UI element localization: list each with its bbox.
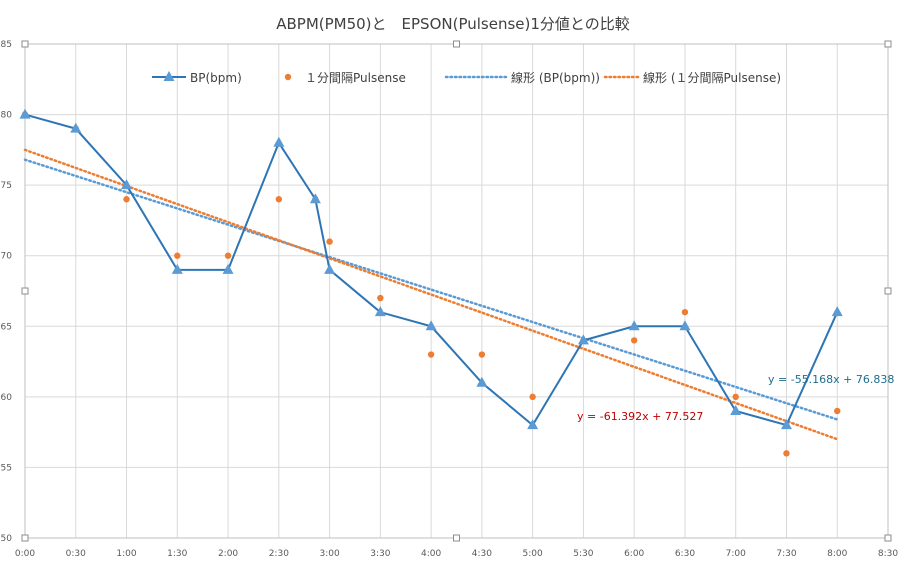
bp-point bbox=[679, 320, 691, 331]
bp-point bbox=[476, 376, 488, 387]
bp-series-line bbox=[24, 113, 839, 427]
x-tick-label: 2:30 bbox=[269, 549, 289, 559]
resize-handle[interactable] bbox=[453, 534, 460, 542]
bp-point bbox=[309, 193, 321, 204]
bp-point bbox=[628, 320, 640, 331]
y-tick-label: 65 bbox=[1, 322, 12, 332]
resize-handle[interactable] bbox=[884, 40, 892, 48]
x-tick-label: 8:00 bbox=[827, 549, 847, 559]
x-tick-label: 6:00 bbox=[624, 549, 644, 559]
y-tick-label: 60 bbox=[1, 393, 13, 403]
x-tick-label: 3:30 bbox=[370, 549, 390, 559]
x-tick-label: 5:00 bbox=[523, 549, 543, 559]
pulsense-point bbox=[174, 252, 181, 259]
pulsense-point bbox=[478, 351, 486, 358]
trendline-pulsense bbox=[23, 148, 839, 441]
bp-point bbox=[374, 306, 386, 317]
legend-trend-bp-label: 線形 (BP(bpm)) bbox=[511, 70, 600, 85]
x-tick-label: 0:00 bbox=[15, 549, 35, 559]
bp-point bbox=[831, 306, 843, 317]
bp-point bbox=[730, 404, 742, 415]
legend-pulsense-marker bbox=[284, 73, 292, 81]
y-tick-label: 80 bbox=[1, 111, 13, 121]
equation-bp: y = -55.168x + 76.838 bbox=[768, 373, 894, 386]
x-tick-label: 3:00 bbox=[319, 549, 339, 559]
x-tick-label: 5:30 bbox=[573, 549, 593, 559]
pulsense-point bbox=[681, 308, 689, 316]
pulsense-point bbox=[123, 196, 130, 203]
bp-point bbox=[273, 136, 285, 147]
bp-point bbox=[121, 179, 133, 190]
resize-handle[interactable] bbox=[21, 534, 29, 542]
chart-title: ABPM(PM50)と EPSON(Pulsense)1分値との比較 bbox=[276, 15, 630, 33]
pulsense-point bbox=[783, 450, 790, 457]
resize-handle[interactable] bbox=[453, 40, 460, 48]
bp-point bbox=[780, 419, 792, 430]
resize-handle[interactable] bbox=[21, 287, 29, 295]
pulsense-point bbox=[834, 407, 841, 415]
pulsense-point bbox=[224, 252, 232, 259]
legend-trend-pulsense-label: 線形 (１分間隔Pulsense) bbox=[643, 70, 781, 85]
pulsense-point bbox=[326, 238, 333, 245]
x-tick-label: 2:00 bbox=[218, 549, 238, 559]
bp-point bbox=[577, 334, 589, 345]
pulsense-point bbox=[427, 351, 435, 358]
legend-bp-label: BP(bpm) bbox=[190, 71, 242, 85]
legend-bp-marker bbox=[163, 71, 175, 81]
resize-handle[interactable] bbox=[21, 40, 29, 48]
y-tick-label: 55 bbox=[1, 463, 12, 473]
x-tick-label: 0:30 bbox=[66, 549, 86, 559]
bp-point bbox=[222, 263, 234, 274]
legend-pulsense-label: １分間隔Pulsense bbox=[305, 71, 406, 85]
resize-handle[interactable] bbox=[884, 534, 892, 542]
pulsense-point bbox=[529, 393, 536, 401]
bp-point bbox=[527, 419, 539, 430]
y-tick-label: 50 bbox=[1, 534, 13, 544]
x-tick-label: 1:30 bbox=[167, 549, 187, 559]
x-tick-label: 6:30 bbox=[675, 549, 695, 559]
x-tick-label: 4:00 bbox=[421, 549, 441, 559]
x-tick-label: 4:30 bbox=[472, 549, 492, 559]
x-tick-label: 7:00 bbox=[726, 549, 746, 559]
bp-point bbox=[425, 320, 437, 331]
bp-point bbox=[70, 122, 82, 133]
x-tick-label: 8:30 bbox=[878, 549, 898, 559]
y-tick-label: 70 bbox=[1, 252, 13, 262]
trendline-bp bbox=[23, 158, 839, 421]
resize-handle[interactable] bbox=[884, 287, 892, 295]
pulsense-point bbox=[630, 337, 638, 344]
bp-point bbox=[19, 108, 31, 119]
equation-pulsense: y = -61.392x + 77.527 bbox=[577, 410, 703, 423]
plot-area-frame bbox=[24, 43, 889, 539]
bp-point bbox=[324, 263, 336, 274]
y-tick-label: 85 bbox=[1, 40, 12, 50]
x-tick-label: 7:30 bbox=[776, 549, 796, 559]
pulsense-point bbox=[275, 196, 283, 203]
y-tick-label: 75 bbox=[1, 181, 12, 191]
pulsense-point bbox=[732, 393, 739, 401]
x-tick-label: 1:00 bbox=[116, 549, 136, 559]
pulsense-point bbox=[377, 294, 384, 302]
bp-point bbox=[171, 263, 183, 274]
